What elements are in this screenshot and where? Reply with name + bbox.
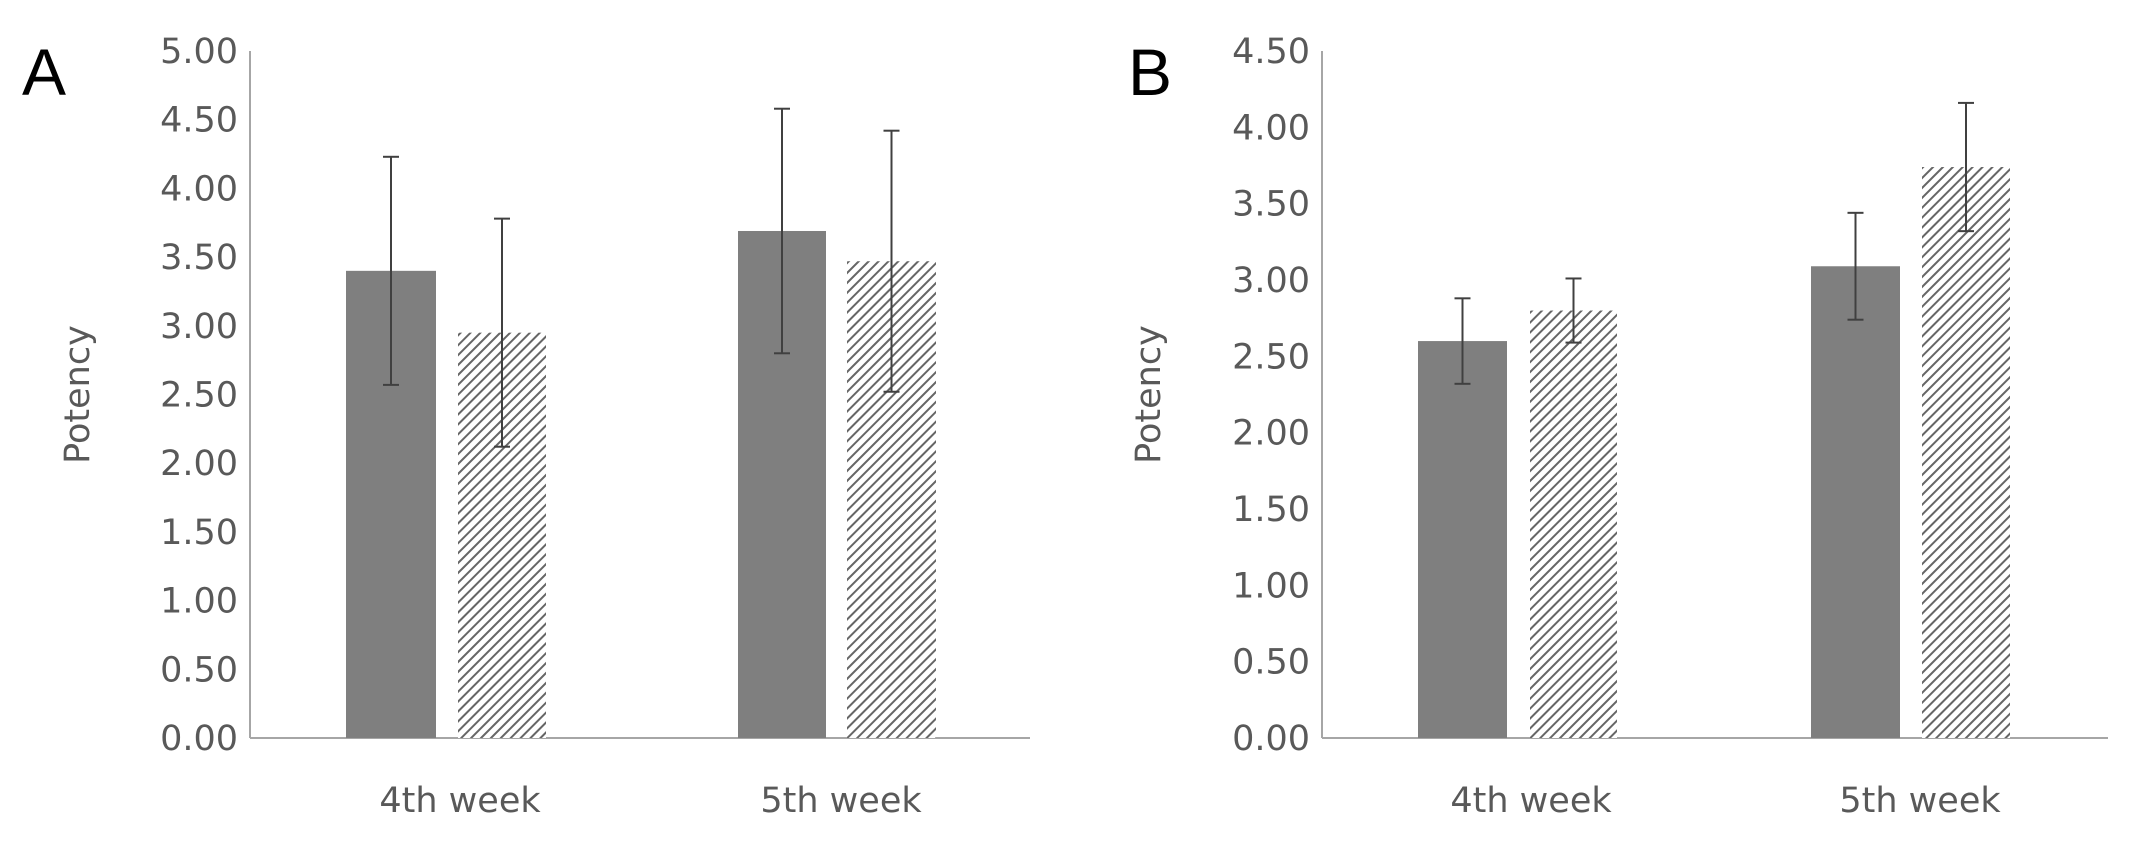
y-tick-label: 0.00 bbox=[1232, 719, 1310, 759]
y-tick-label: 1.50 bbox=[1232, 490, 1310, 530]
y-tick-label: 2.50 bbox=[1232, 337, 1310, 377]
y-axis-label: Potency bbox=[1129, 325, 1169, 464]
y-tick-label: 2.00 bbox=[160, 444, 238, 484]
y-tick-label: 2.00 bbox=[1232, 414, 1310, 454]
x-category-label: 5th week bbox=[1839, 781, 2001, 821]
x-category-label: 4th week bbox=[379, 781, 541, 821]
y-tick-label: 4.00 bbox=[1232, 108, 1310, 148]
y-tick-label: 4.50 bbox=[160, 101, 238, 141]
y-tick-label: 4.50 bbox=[1232, 32, 1310, 72]
y-tick-label: 1.00 bbox=[1232, 566, 1310, 606]
y-tick-label: 3.00 bbox=[160, 307, 238, 347]
y-tick-label: 5.00 bbox=[160, 32, 238, 72]
y-tick-label: 1.50 bbox=[160, 513, 238, 553]
bar-solid-1 bbox=[1418, 341, 1507, 738]
y-tick-label: 0.00 bbox=[160, 719, 238, 759]
y-tick-label: 3.50 bbox=[160, 238, 238, 278]
panel-letter: B bbox=[1128, 35, 1172, 109]
y-tick-label: 2.50 bbox=[160, 376, 238, 416]
y-tick-label: 1.00 bbox=[160, 582, 238, 622]
chart-panel-b: B 0.00 0.50 1.00 1.50 2.00 2.50 3.00 3.50 4.00 4.5… bbox=[1128, 32, 2108, 821]
bar-solid-2 bbox=[1811, 266, 1900, 738]
bar-hatched-2 bbox=[1922, 167, 2010, 738]
y-tick-label: 4.00 bbox=[160, 169, 238, 209]
x-category-label: 5th week bbox=[760, 781, 922, 821]
y-tick-label: 0.50 bbox=[160, 650, 238, 690]
y-axis-label: Potency bbox=[58, 325, 98, 464]
y-tick-label: 3.50 bbox=[1232, 185, 1310, 225]
y-tick-label: 3.00 bbox=[1232, 261, 1310, 301]
x-category-label: 4th week bbox=[1450, 781, 1612, 821]
chart-panel-a: A 0.00 0.50 1.00 1.50 2.00 2.50 3.00 3.50 4.00 4.5… bbox=[22, 32, 1030, 821]
panel-letter: A bbox=[22, 35, 66, 109]
bar-hatched-1 bbox=[1530, 310, 1617, 738]
y-tick-label: 0.50 bbox=[1232, 643, 1310, 683]
